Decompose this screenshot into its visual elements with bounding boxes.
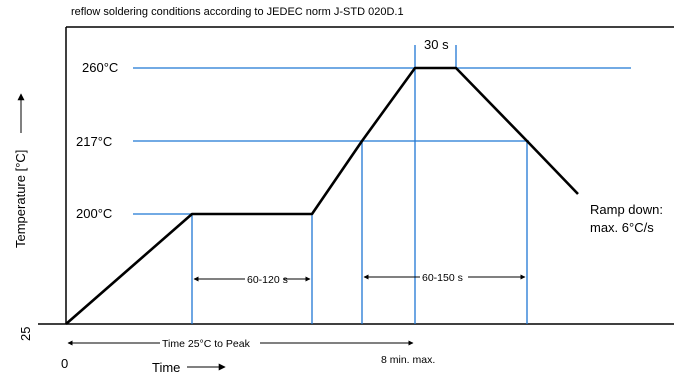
above-liquidus-label: 60-150 s <box>422 272 463 284</box>
temp-label-217: 217°C <box>76 134 112 149</box>
temp-label-260: 260°C <box>82 60 118 75</box>
max-time-label: 8 min. max. <box>381 354 435 366</box>
peak-duration-label: 30 s <box>424 37 449 52</box>
diagram-title: reflow soldering conditions according to… <box>71 6 404 18</box>
temp-label-25: 25 <box>18 327 33 341</box>
time-to-peak-label: Time 25°C to Peak <box>162 338 251 350</box>
temp-label-200: 200°C <box>76 206 112 221</box>
x-origin-label: 0 <box>61 356 68 371</box>
ramp-down-label-line1: Ramp down: <box>590 202 663 217</box>
reflow-profile-curve <box>65 66 579 325</box>
y-axis-label: Temperature [°C] <box>13 150 28 248</box>
ramp-down-label-line2: max. 6°C/s <box>590 220 654 235</box>
x-axis-label: Time <box>152 360 180 375</box>
soak-duration-label: 60-120 s <box>247 274 288 286</box>
